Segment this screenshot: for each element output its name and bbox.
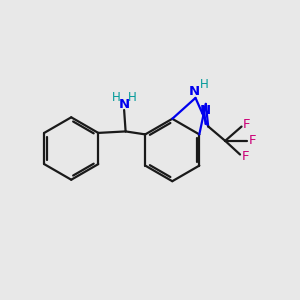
Text: F: F: [249, 134, 256, 147]
Text: H: H: [111, 91, 120, 104]
Text: N: N: [188, 85, 200, 98]
Text: N: N: [118, 98, 130, 111]
Text: H: H: [128, 91, 137, 104]
Text: F: F: [242, 150, 249, 164]
Text: H: H: [200, 78, 208, 91]
Text: N: N: [200, 104, 212, 117]
Text: F: F: [243, 118, 250, 131]
